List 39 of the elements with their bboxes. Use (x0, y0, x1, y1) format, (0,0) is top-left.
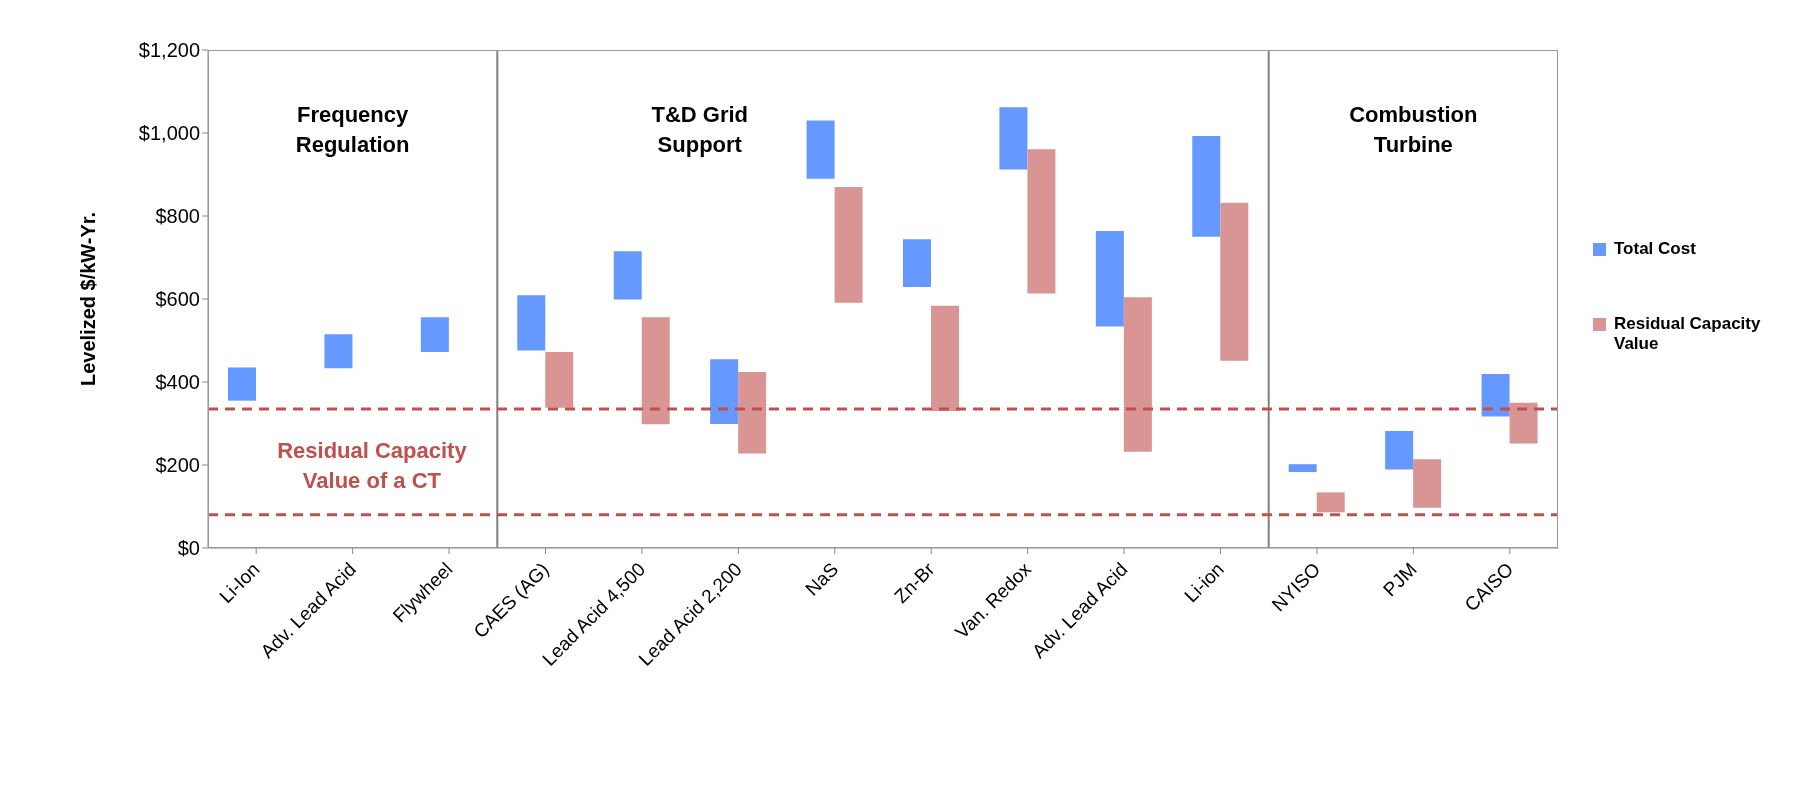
bar (834, 186, 863, 303)
y-tick-label: $1,000 (138, 122, 200, 145)
legend-label: Residual Capacity Value (1614, 314, 1762, 354)
y-axis-title: Levelized $/kW-Yr. (77, 211, 100, 387)
bar (1316, 492, 1345, 513)
bar (710, 359, 739, 424)
y-tick-label: $800 (155, 205, 200, 228)
y-tick-label: $0 (177, 537, 200, 560)
bar (1027, 149, 1056, 294)
bar (1413, 459, 1442, 508)
bar (228, 367, 256, 401)
y-tick-label: $200 (155, 454, 200, 477)
bar (1481, 374, 1510, 417)
bar (931, 305, 959, 412)
annotation: Frequency Regulation (294, 100, 411, 159)
bar (1192, 135, 1221, 237)
bar (324, 334, 353, 369)
bar (1220, 202, 1249, 361)
y-tick-label: $400 (155, 371, 200, 394)
bar (1385, 430, 1414, 470)
bar (641, 317, 670, 425)
bar (738, 372, 767, 454)
annotation: Residual Capacity Value of a CT (276, 436, 468, 495)
y-tick-label: $600 (155, 288, 200, 311)
annotation: T&D Grid Support (650, 100, 750, 159)
bar (613, 251, 642, 300)
bar (999, 107, 1028, 170)
y-tick-label: $1,200 (138, 39, 200, 62)
bar (545, 352, 574, 408)
bar (517, 295, 546, 351)
bar (1509, 402, 1538, 444)
bar (420, 317, 449, 353)
bar (903, 239, 931, 287)
bar (1288, 464, 1317, 473)
annotation: Combustion Turbine (1348, 100, 1479, 159)
legend-label: Total Cost (1614, 239, 1696, 259)
bar (1123, 297, 1152, 452)
bar (1095, 230, 1124, 327)
bar (806, 120, 835, 179)
